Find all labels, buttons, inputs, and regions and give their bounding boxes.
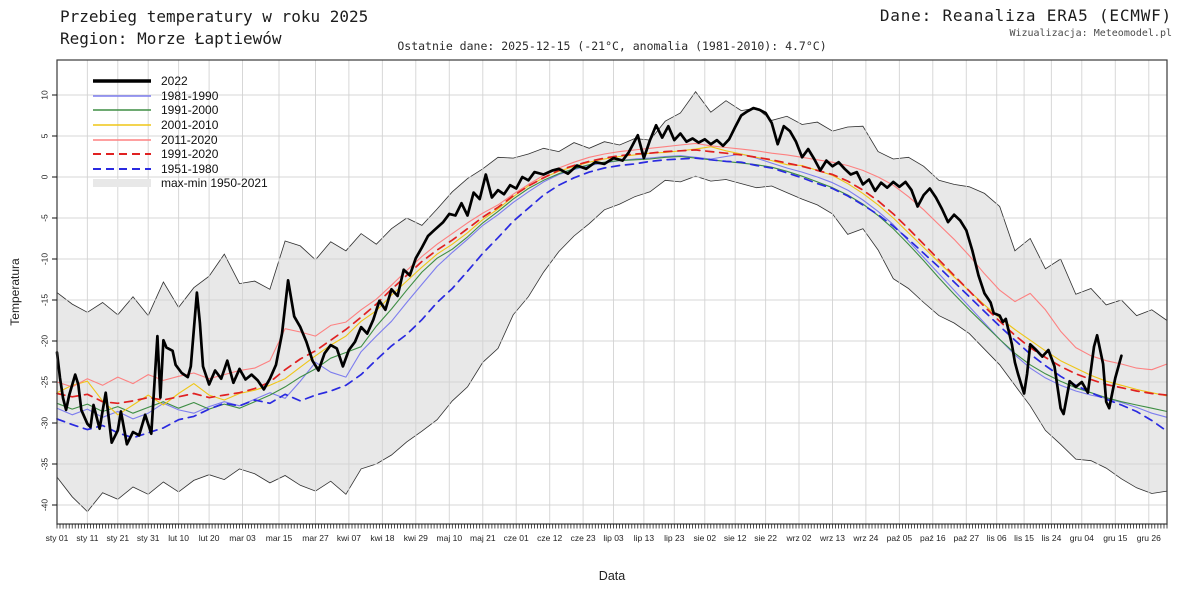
legend-label: 2001-2010 [161,118,219,133]
svg-text:lut 10: lut 10 [168,533,189,543]
legend-swatch-icon [93,167,151,170]
svg-text:-35: -35 [39,458,49,471]
svg-text:wrz 24: wrz 24 [852,533,878,543]
legend-item: 1991-2020 [93,147,268,162]
legend-swatch-icon [93,79,151,83]
svg-text:lis 15: lis 15 [1014,533,1034,543]
svg-text:5: 5 [39,133,49,138]
svg-text:paź 16: paź 16 [920,533,946,543]
chart-legend: 2022 1981-1990 1991-2000 2001-2010 2011-2020… [93,74,268,191]
last-data-subtitle: Ostatnie dane: 2025-12-15 (-21°C, anomal… [397,39,827,53]
legend-label: 2011-2020 [161,132,218,147]
legend-item: 1991-2000 [93,103,268,118]
svg-text:lip 13: lip 13 [634,533,655,543]
svg-text:lut 20: lut 20 [199,533,220,543]
legend-item: max-min 1950-2021 [93,176,268,191]
legend-item: 2001-2010 [93,118,268,133]
legend-item: 1981-1990 [93,89,268,104]
svg-text:kwi 07: kwi 07 [337,533,361,543]
legend-label: 1991-2000 [161,103,219,118]
svg-text:gru 26: gru 26 [1137,533,1161,543]
svg-text:kwi 29: kwi 29 [404,533,428,543]
svg-text:-40: -40 [39,499,49,512]
svg-text:mar 27: mar 27 [302,533,329,543]
legend-label: 1981-1990 [161,88,219,103]
svg-text:sty 21: sty 21 [106,533,129,543]
y-axis-title: Temperatura [8,258,22,326]
legend-item: 2022 [93,74,268,89]
svg-text:maj 10: maj 10 [437,533,463,543]
legend-item: 2011-2020 [93,132,268,147]
legend-label: 1991-2020 [161,147,219,162]
legend-swatch-icon [93,179,151,188]
svg-text:cze 12: cze 12 [537,533,562,543]
svg-text:maj 21: maj 21 [470,533,496,543]
legend-label: 2022 [161,74,188,89]
legend-label: max-min 1950-2021 [161,176,268,191]
page-title: Przebieg temperatury w roku 2025 Region:… [60,6,368,50]
svg-text:wrz 13: wrz 13 [819,533,845,543]
svg-text:sty 31: sty 31 [137,533,160,543]
svg-text:gru 15: gru 15 [1103,533,1127,543]
svg-text:gru 04: gru 04 [1070,533,1094,543]
svg-text:paź 05: paź 05 [887,533,913,543]
svg-text:cze 23: cze 23 [571,533,596,543]
svg-text:-5: -5 [39,214,49,222]
svg-text:lip 03: lip 03 [603,533,624,543]
svg-text:10: 10 [39,90,49,100]
svg-text:sie 02: sie 02 [693,533,716,543]
svg-text:cze 01: cze 01 [504,533,529,543]
legend-swatch-icon [93,153,151,156]
svg-text:-25: -25 [39,376,49,389]
svg-text:-10: -10 [39,253,49,266]
svg-text:sty 11: sty 11 [76,533,98,543]
x-axis-title: Data [598,569,626,583]
visualization-credit: Wizualizacja: Meteomodel.pl [1009,28,1172,39]
svg-text:sie 22: sie 22 [754,533,777,543]
svg-text:lis 06: lis 06 [987,533,1007,543]
legend-item: 1951-1980 [93,162,268,177]
svg-text:kwi 18: kwi 18 [370,533,394,543]
svg-text:paź 27: paź 27 [954,533,980,543]
svg-text:-30: -30 [39,417,49,430]
svg-text:-15: -15 [39,294,49,307]
legend-swatch-icon [93,95,151,97]
svg-text:lis 24: lis 24 [1041,533,1061,543]
svg-text:mar 15: mar 15 [266,533,293,543]
legend-swatch-icon [93,124,151,126]
svg-text:mar 03: mar 03 [229,533,256,543]
legend-swatch-icon [93,109,151,112]
svg-text:lip 23: lip 23 [664,533,685,543]
title-line2: Region: Morze Łaptiewów [60,29,282,48]
data-source-label: Dane: Reanaliza ERA5 (ECMWF) [879,6,1172,25]
svg-text:wrz 02: wrz 02 [785,533,811,543]
svg-text:sty 01: sty 01 [46,533,69,543]
svg-text:sie 12: sie 12 [724,533,747,543]
legend-label: 1951-1980 [161,161,219,176]
svg-text:0: 0 [39,174,49,179]
title-line1: Przebieg temperatury w roku 2025 [60,7,369,26]
svg-text:-20: -20 [39,335,49,348]
legend-swatch-icon [93,138,151,141]
